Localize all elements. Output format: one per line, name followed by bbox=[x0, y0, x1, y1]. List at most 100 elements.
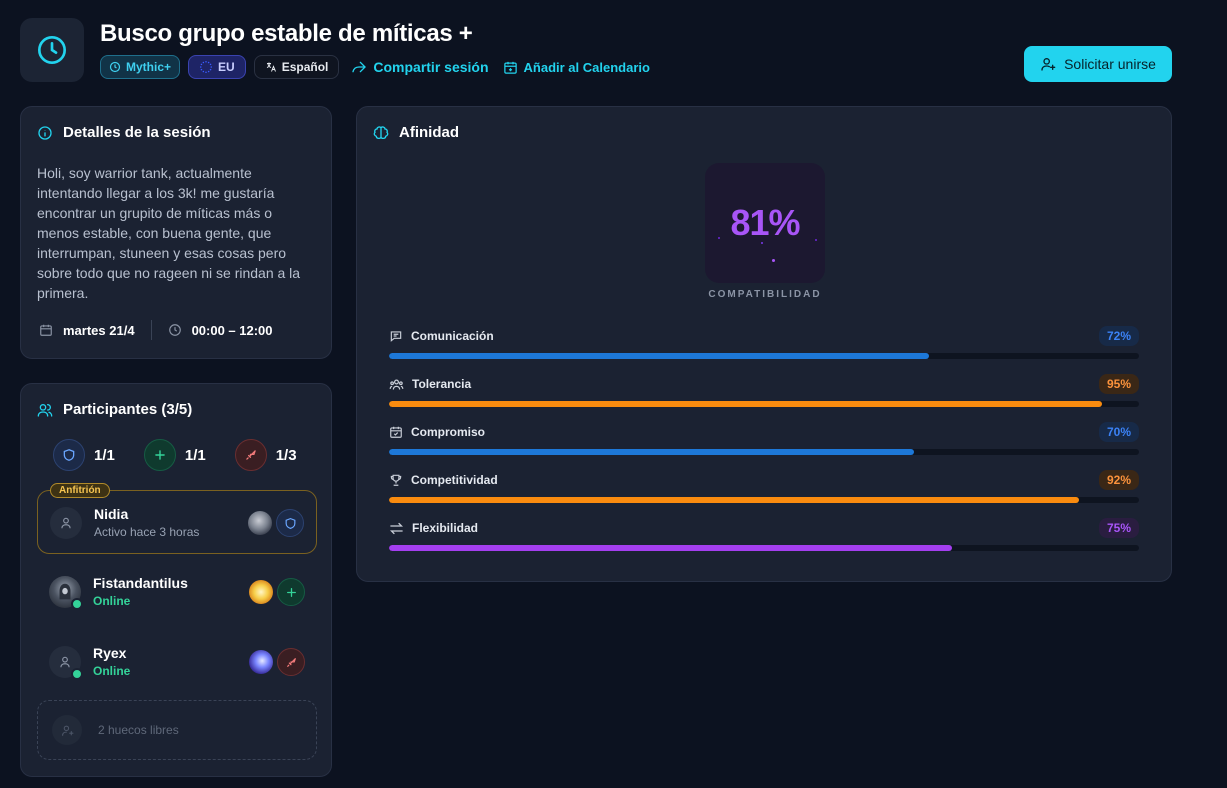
participants-card: Participantes (3/5) 1/1 1/1 1/3 bbox=[20, 383, 332, 777]
host-badge: Anfitrión bbox=[50, 483, 110, 498]
affinity-metric: Competitividad 92% bbox=[389, 470, 1139, 510]
metric-progress-track bbox=[389, 449, 1139, 455]
metric-label-text: Comunicación bbox=[411, 329, 494, 343]
participant-name: Nidia bbox=[94, 506, 129, 522]
sparkle-particle bbox=[815, 239, 817, 241]
dps-count: 1/3 bbox=[275, 446, 297, 464]
avatar bbox=[49, 646, 83, 680]
share-icon bbox=[352, 61, 367, 73]
users-icon bbox=[389, 377, 404, 392]
affinity-metric: Flexibilidad 75% bbox=[389, 518, 1139, 558]
affinity-heading: Afinidad bbox=[373, 124, 459, 141]
affinity-metric: Comunicación 72% bbox=[389, 326, 1139, 366]
sparkle-particle bbox=[718, 237, 720, 239]
tag-region: EU bbox=[188, 55, 246, 79]
session-time: 00:00 – 12:00 bbox=[191, 322, 273, 338]
metric-label: Compromiso bbox=[389, 422, 485, 442]
metric-label: Flexibilidad bbox=[389, 518, 478, 538]
users-icon bbox=[37, 403, 53, 417]
metric-label-text: Competitividad bbox=[411, 473, 498, 487]
add-to-calendar-label: Añadir al Calendario bbox=[523, 59, 650, 75]
metric-progress-track bbox=[389, 401, 1139, 407]
metric-progress-track bbox=[389, 353, 1139, 359]
compatibility-label: COMPATIBILIDAD bbox=[708, 289, 822, 300]
holy-light-spec-icon bbox=[249, 580, 273, 604]
arcane-spec-icon bbox=[249, 650, 273, 674]
metric-label-text: Compromiso bbox=[411, 425, 486, 439]
translate-icon bbox=[266, 62, 276, 72]
share-session-label: Compartir sesión bbox=[373, 59, 489, 75]
affinity-title: Afinidad bbox=[399, 124, 459, 141]
healer-count: 1/1 bbox=[184, 446, 206, 464]
divider bbox=[150, 320, 152, 340]
participant-name: Ryex bbox=[93, 645, 127, 661]
compatibility-value: 81% bbox=[730, 202, 800, 243]
tag-language: Español bbox=[253, 55, 340, 79]
session-schedule: martes 21/4 00:00 – 12:00 bbox=[39, 320, 273, 340]
shield-spec-icon bbox=[248, 511, 272, 535]
metric-percent-badge: 72% bbox=[1098, 326, 1139, 346]
tag-region-label: EU bbox=[218, 60, 235, 74]
metric-percent-badge: 75% bbox=[1098, 518, 1139, 538]
avatar bbox=[49, 576, 83, 610]
metric-progress-fill bbox=[389, 353, 929, 359]
dps-role-icon bbox=[277, 648, 305, 676]
user-plus-icon bbox=[52, 715, 82, 745]
brain-icon bbox=[373, 125, 389, 139]
session-tags: Mythic+ EU Español Compartir sesión Añad… bbox=[100, 55, 650, 79]
calendar-check-icon bbox=[389, 425, 403, 439]
clock-icon bbox=[20, 18, 84, 82]
message-icon bbox=[389, 329, 403, 343]
participant-row[interactable]: Fistandantilus Online bbox=[37, 560, 317, 624]
metric-percent-badge: 70% bbox=[1098, 422, 1139, 442]
add-to-calendar-link[interactable]: Añadir al Calendario bbox=[503, 60, 650, 75]
role-count-dps: 1/3 bbox=[234, 439, 297, 471]
online-indicator bbox=[71, 598, 83, 610]
plus-icon bbox=[143, 439, 176, 471]
metric-progress-track bbox=[389, 545, 1139, 551]
affinity-metric: Compromiso 70% bbox=[389, 422, 1139, 462]
user-plus-icon bbox=[1041, 58, 1056, 71]
metric-percent-badge: 92% bbox=[1098, 470, 1139, 490]
metric-label: Comunicación bbox=[389, 326, 494, 346]
role-count-healer: 1/1 bbox=[143, 439, 206, 471]
metric-progress-fill bbox=[389, 497, 1079, 503]
metric-progress-track bbox=[389, 497, 1139, 503]
eu-stars-icon bbox=[200, 60, 213, 74]
metric-progress-fill bbox=[389, 545, 952, 551]
session-details-heading: Detalles de la sesión bbox=[37, 124, 211, 141]
page-title: Busco grupo estable de míticas + bbox=[100, 20, 473, 47]
sparkle-particle bbox=[761, 242, 763, 244]
trophy-icon bbox=[389, 473, 403, 487]
empty-slots: 2 huecos libres bbox=[37, 700, 317, 760]
metric-label-text: Tolerancia bbox=[412, 377, 472, 391]
session-description: Holi, soy warrior tank, actualmente inte… bbox=[37, 165, 301, 301]
participant-row-host[interactable]: Anfitrión Nidia Activo hace 3 horas bbox=[37, 483, 317, 554]
metric-percent-badge: 95% bbox=[1098, 374, 1139, 394]
participant-row[interactable]: Ryex Online bbox=[37, 630, 317, 694]
session-details-title: Detalles de la sesión bbox=[63, 124, 211, 141]
tank-count: 1/1 bbox=[94, 446, 115, 464]
tag-mythic: Mythic+ bbox=[100, 55, 181, 79]
participant-status: Online bbox=[93, 594, 131, 608]
session-details-card: Detalles de la sesión Holi, soy warrior … bbox=[20, 106, 332, 359]
participant-status: Online bbox=[93, 664, 131, 678]
metric-label: Tolerancia bbox=[389, 374, 471, 394]
avatar bbox=[50, 507, 82, 539]
participants-heading: Participantes (3/5) bbox=[37, 401, 192, 418]
sword-icon bbox=[234, 439, 267, 471]
user-icon bbox=[60, 656, 70, 668]
clock-icon bbox=[109, 61, 121, 73]
tank-role-icon bbox=[276, 509, 304, 537]
compatibility-score: 81% bbox=[705, 163, 825, 283]
affinity-metric: Tolerancia 95% bbox=[389, 374, 1139, 414]
tag-language-label: Español bbox=[281, 60, 329, 74]
request-join-button[interactable]: Solicitar unirse bbox=[1024, 46, 1172, 82]
participant-status: Activo hace 3 horas bbox=[94, 525, 200, 539]
info-icon bbox=[38, 125, 52, 140]
share-session-link[interactable]: Compartir sesión bbox=[351, 59, 489, 75]
metric-label-text: Flexibilidad bbox=[412, 521, 479, 535]
metric-label: Competitividad bbox=[389, 470, 498, 490]
role-count-tank: 1/1 bbox=[53, 439, 115, 471]
